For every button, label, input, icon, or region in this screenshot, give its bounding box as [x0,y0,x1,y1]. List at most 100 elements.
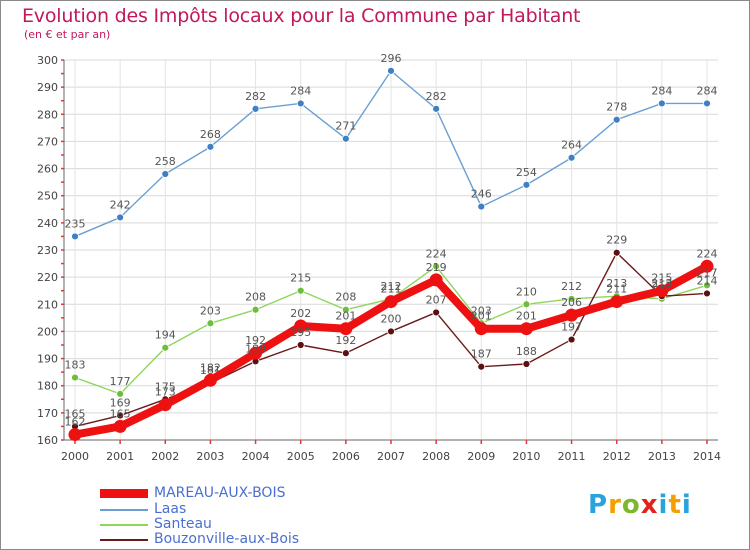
y-tick-label: 160 [37,434,58,447]
data-point-mareau-aux-bois [203,373,217,387]
x-tick-label: 2011 [558,450,586,463]
data-label-bouzonville-aux-bois: 192 [335,334,356,347]
data-label-bouzonville-aux-bois: 175 [155,380,176,393]
data-label-laas: 284 [697,84,718,97]
x-tick-label: 2010 [512,450,540,463]
data-label-laas: 235 [65,217,86,230]
data-point-santeau [432,262,441,271]
legend-label-laas: Laas [154,501,187,517]
y-tick-label: 210 [37,298,58,311]
data-point-mareau-aux-bois [339,322,353,336]
legend-swatch-bouzonville [100,539,148,541]
data-point-mareau-aux-bois [113,419,127,433]
legend-label-mareau: MAREAU-AUX-BOIS [154,485,286,501]
data-point-bouzonville-aux-bois [522,360,531,368]
data-label-laas: 296 [381,52,402,65]
data-label-santeau: 212 [381,280,402,293]
y-tick-label: 280 [37,108,58,121]
data-label-bouzonville-aux-bois: 200 [381,312,402,325]
y-tick-label: 230 [37,244,58,257]
data-point-mareau-aux-bois [384,295,398,309]
data-point-santeau [71,373,79,382]
data-point-santeau [206,319,215,328]
y-tick-label: 200 [37,325,58,338]
data-label-bouzonville-aux-bois: 229 [606,234,627,247]
axes: 160 170 180 190 200 210 220 230 240 250 260 270 280 2… [37,54,721,463]
data-label-bouzonville-aux-bois: 189 [245,342,266,355]
data-label-mareau-aux-bois: 219 [426,261,447,274]
data-point-bouzonville-aux-bois [477,362,486,371]
data-point-santeau [341,305,350,314]
data-label-bouzonville-aux-bois: 195 [290,326,311,339]
data-label-bouzonville-aux-bois: 207 [426,293,447,306]
data-label-laas: 271 [335,120,356,133]
data-label-bouzonville-aux-bois: 165 [65,407,86,420]
data-point-mareau-aux-bois [700,259,714,273]
data-label-santeau: 212 [561,280,582,293]
legend-swatch-santeau [100,524,148,526]
data-label-laas: 242 [110,198,131,211]
legend-label-bouzonville: Bouzonville-aux-Bois [154,531,300,547]
data-point-mareau-aux-bois [655,284,669,298]
data-point-mareau-aux-bois [68,428,82,442]
data-point-santeau [567,294,576,303]
data-point-mareau-aux-bois [610,295,624,309]
data-point-santeau [296,286,305,295]
x-tick-label: 2012 [603,450,631,463]
data-point-santeau [703,281,711,290]
data-label-santeau: 215 [290,272,311,285]
data-label-mareau-aux-bois: 201 [335,310,356,323]
data-point-mareau-aux-bois [429,273,443,287]
data-point-laas [522,180,531,189]
x-tick-label: 2001 [106,450,134,463]
data-point-laas [296,99,305,108]
proxiti-logo: Proxiti [588,490,692,520]
grid [64,59,718,441]
data-point-bouzonville-aux-bois [703,289,711,298]
data-label-laas: 282 [426,90,447,103]
data-point-laas [477,202,486,211]
data-label-santeau: 203 [471,304,492,317]
data-point-laas [71,232,79,241]
data-label-santeau: 224 [426,247,447,260]
data-label-santeau: 177 [110,375,131,388]
data-label-santeau: 194 [155,329,176,342]
data-point-santeau [116,389,125,398]
y-tick-label: 270 [37,135,58,148]
data-label-santeau: 213 [606,277,627,290]
x-tick-label: 2006 [332,450,360,463]
y-tick-label: 300 [37,54,58,67]
data-label-laas: 284 [651,84,672,97]
data-label-mareau-aux-bois: 211 [606,283,627,296]
legend-label-santeau: Santeau [154,516,212,532]
data-labels: 235 242 258 268 282 284 271 296 282 246 254 264 278 2… [65,52,718,429]
data-label-laas: 284 [290,84,311,97]
x-tick-label: 2008 [422,450,450,463]
data-label-laas: 278 [606,101,627,114]
data-label-mareau-aux-bois: 165 [110,407,131,420]
chart-title: Evolution des Impôts locaux pour la Comm… [22,5,581,27]
data-point-mareau-aux-bois [158,398,172,412]
data-label-mareau-aux-bois: 201 [471,310,492,323]
y-tick-label: 260 [37,163,58,176]
y-tick-label: 190 [37,353,58,366]
data-label-mareau-aux-bois: 162 [65,416,86,429]
y-tick-label: 250 [37,190,58,203]
data-point-laas [341,134,350,143]
x-tick-label: 2000 [61,450,89,463]
data-label-santeau: 203 [200,304,221,317]
data-point-bouzonville-aux-bois [432,308,441,317]
data-label-mareau-aux-bois: 224 [697,247,718,260]
y-tick-label: 170 [37,407,58,420]
y-tick-label: 240 [37,217,58,230]
data-point-laas [206,142,215,151]
data-point-mareau-aux-bois [519,322,533,336]
data-point-mareau-aux-bois [294,319,308,333]
data-point-laas [657,99,666,108]
data-point-laas [161,170,170,178]
data-point-bouzonville-aux-bois [296,341,305,349]
data-point-laas [432,104,441,113]
data-label-mareau-aux-bois: 182 [200,361,221,374]
data-point-santeau [161,343,170,352]
